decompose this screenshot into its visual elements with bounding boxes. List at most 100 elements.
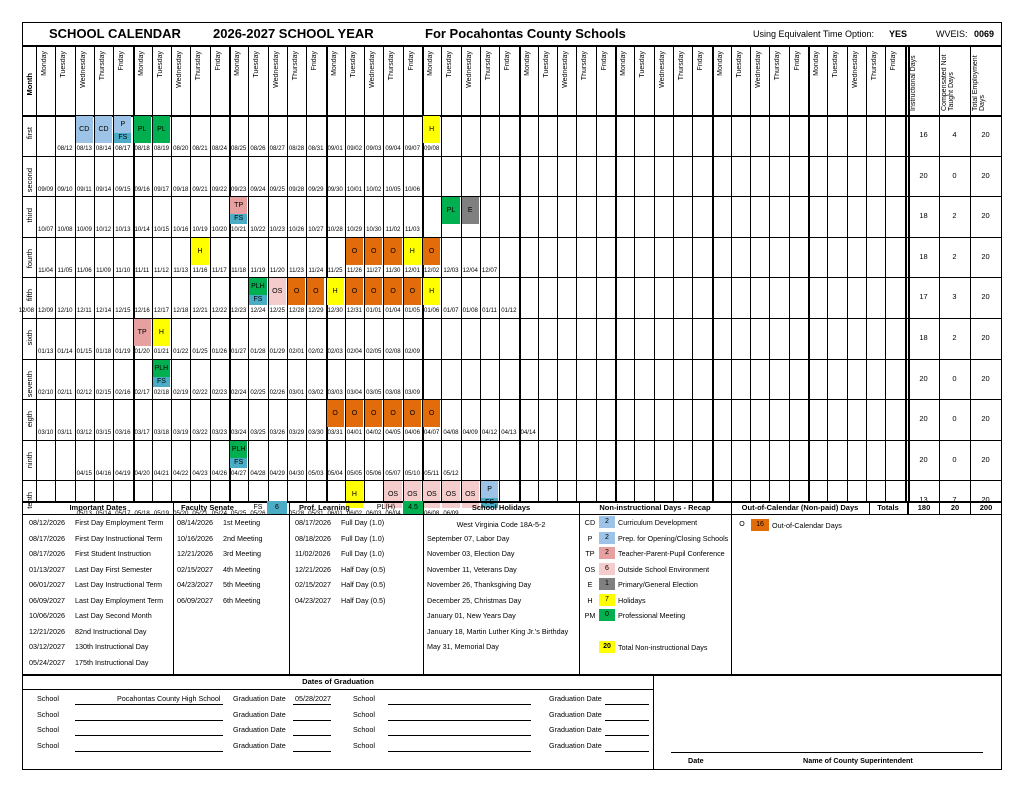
- day-code-cell: PLH: [152, 359, 171, 377]
- date-cell: 04/07: [424, 429, 440, 437]
- date-cell: 04/22: [173, 469, 189, 477]
- date-cell: 03/02: [308, 388, 324, 396]
- month-header: Month: [25, 73, 34, 96]
- day-header: Thursday: [484, 51, 492, 81]
- date-cell: 03/22: [192, 429, 208, 437]
- date-cell: 09/03: [366, 145, 382, 152]
- date-cell: 11/11: [134, 266, 150, 274]
- total-days: 20: [981, 170, 990, 180]
- month-name: seventh: [25, 370, 34, 397]
- date-cell: 12/14: [95, 307, 112, 315]
- date-cell: 10/06: [404, 185, 420, 193]
- school-label: School: [353, 694, 375, 703]
- date-cell: 12/21: [192, 307, 208, 315]
- day-header: Thursday: [388, 51, 396, 81]
- recap-code: P: [587, 533, 593, 543]
- date-cell: 08/12: [57, 145, 73, 152]
- day-header: Thursday: [195, 51, 203, 81]
- day-code-cell: P: [114, 116, 132, 133]
- recap-label: Curriculum Development: [618, 518, 698, 527]
- date-cell: 10/27: [308, 226, 324, 234]
- column-border: [692, 45, 694, 501]
- date-cell: 01/07: [443, 307, 459, 315]
- date-cell: 01/14: [57, 348, 73, 355]
- date-cell: 12/03: [443, 266, 459, 274]
- important-date: 03/12/2027: [29, 642, 65, 651]
- important-date-desc: First Day Employment Term: [75, 518, 164, 527]
- date-cell: 11/30: [385, 266, 401, 274]
- grad-date: 05/28/2027: [295, 694, 331, 703]
- totals-inst: 180: [917, 503, 931, 512]
- inst-days: 18: [919, 333, 928, 342]
- column-border: [557, 45, 559, 501]
- date-cell: 02/04: [346, 348, 363, 355]
- day-header: Friday: [890, 51, 898, 71]
- date-cell: 06/09: [443, 510, 459, 518]
- date-cell: 03/16: [115, 429, 131, 437]
- column-border: [325, 45, 328, 501]
- date-cell: 09/10: [57, 185, 73, 193]
- recap-label: Primary/General Election: [618, 580, 698, 589]
- school-label: School: [353, 740, 375, 750]
- total-days: 20: [981, 292, 990, 302]
- date-cell: 12/24: [250, 307, 266, 315]
- day-code-cell: O: [423, 400, 441, 428]
- important-date: 08/12/2026: [29, 518, 65, 527]
- date-cell: 04/16: [95, 469, 112, 477]
- date-cell: 08/14: [95, 145, 112, 152]
- date-cell: 11/23: [289, 266, 304, 274]
- fs-cell: FS: [249, 295, 267, 306]
- total-days: 20: [981, 251, 990, 261]
- column-border: [653, 45, 655, 501]
- school-label: School: [353, 709, 375, 719]
- date-line: [293, 735, 331, 736]
- school-year: 2026-2027 SCHOOL YEAR: [213, 26, 374, 41]
- date-cell: 05/26: [250, 510, 266, 518]
- row-border: [23, 277, 1001, 279]
- date-cell: 06/02: [346, 510, 363, 518]
- date-cell: 09/24: [250, 185, 266, 193]
- grad-date-label: Graduation Date: [233, 694, 286, 703]
- date-cell: 12/18: [173, 307, 189, 315]
- date-cell: 02/17: [134, 388, 150, 396]
- date-cell: 10/26: [288, 226, 305, 234]
- fs-meeting: 6th Meeting: [223, 595, 261, 605]
- date-cell: 05/19: [153, 510, 170, 518]
- date-cell: 01/29: [269, 348, 285, 355]
- date-cell: 01/04: [385, 307, 401, 315]
- date-cell: 05/05: [346, 469, 363, 477]
- day-header: Tuesday: [60, 51, 68, 78]
- date-cell: 01/15: [76, 348, 92, 355]
- day-code-cell: PL: [152, 116, 171, 143]
- date-cell: 01/25: [192, 348, 208, 355]
- column-border: [190, 45, 192, 501]
- date-cell: 08/18: [134, 145, 150, 152]
- date-cell: 11/27: [366, 266, 382, 274]
- date-cell: 11/13: [173, 266, 189, 274]
- date-cell: 12/22: [211, 307, 227, 315]
- graduation-title: Dates of Graduation: [302, 677, 374, 686]
- date-cell: 09/17: [153, 185, 170, 193]
- column-border: [788, 45, 790, 501]
- date-cell: 09/25: [269, 185, 285, 193]
- date-cell: 05/31: [308, 510, 324, 518]
- total-header: Total Employment Days: [972, 55, 986, 111]
- date-cell: 11/12: [154, 266, 169, 274]
- column-border: [769, 45, 771, 501]
- recap-count: 2: [599, 531, 615, 544]
- total-days: 20: [981, 495, 990, 505]
- date-cell: 01/21: [153, 348, 170, 355]
- day-header: Thursday: [870, 51, 878, 81]
- fs-date: 08/14/2026: [177, 518, 213, 527]
- recap-label: Professional Meeting: [618, 611, 686, 620]
- date-cell: 04/19: [115, 469, 131, 477]
- day-header: Friday: [504, 51, 512, 71]
- recap-total-label: Total Non-instructional Days: [618, 643, 708, 652]
- totals-total: 200: [979, 503, 993, 512]
- date-cell: 09/04: [385, 145, 401, 152]
- important-date: 08/17/2026: [29, 533, 65, 543]
- date-cell: 04/12: [481, 429, 498, 437]
- prof-learning-title: Prof. Learning: [299, 503, 350, 512]
- date-cell: 10/21: [231, 226, 247, 234]
- date-cell: 10/29: [346, 226, 363, 234]
